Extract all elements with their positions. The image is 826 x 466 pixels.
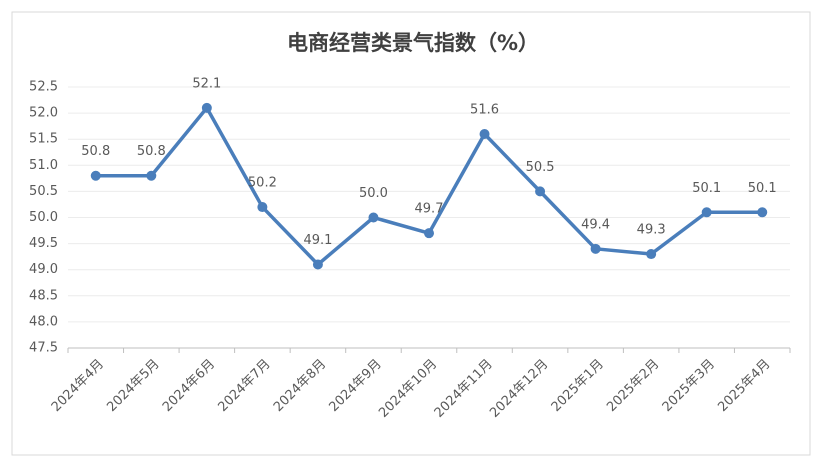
marker — [312, 259, 323, 270]
value-label: 50.8 — [81, 144, 110, 159]
y-tick-label: 49.5 — [29, 236, 58, 251]
y-tick-label: 51.0 — [29, 158, 58, 173]
y-tick-label: 48.0 — [29, 314, 58, 329]
value-label: 49.1 — [303, 233, 332, 248]
marker — [146, 170, 157, 181]
value-label: 50.1 — [692, 181, 721, 196]
y-tick-label: 52.0 — [29, 106, 58, 121]
value-label: 50.8 — [137, 144, 166, 159]
marker — [257, 202, 268, 213]
value-label: 50.1 — [748, 181, 777, 196]
value-label: 52.1 — [192, 76, 221, 91]
marker — [590, 243, 601, 254]
y-tick-label: 49.0 — [29, 262, 58, 277]
y-tick-label: 47.5 — [29, 341, 58, 356]
value-label: 50.5 — [526, 160, 555, 175]
marker — [424, 228, 434, 239]
value-label: 50.0 — [359, 186, 388, 201]
marker — [479, 128, 490, 139]
y-tick-label: 51.5 — [29, 132, 58, 147]
y-tick-label: 52.5 — [29, 80, 58, 95]
marker — [90, 170, 101, 181]
value-label: 51.6 — [470, 102, 499, 117]
marker — [701, 207, 712, 218]
value-label: 49.3 — [637, 223, 666, 238]
value-label: 49.7 — [415, 202, 444, 217]
value-label: 50.2 — [248, 176, 277, 191]
marker — [535, 186, 546, 197]
marker — [201, 102, 212, 113]
chart-title: 电商经营类景气指数（%） — [287, 31, 539, 55]
marker — [646, 249, 657, 260]
value-label: 49.4 — [581, 217, 610, 232]
marker — [757, 207, 768, 218]
marker — [368, 212, 379, 223]
y-tick-label: 50.0 — [29, 210, 58, 225]
y-tick-label: 50.5 — [29, 184, 58, 199]
y-tick-label: 48.5 — [29, 288, 58, 303]
